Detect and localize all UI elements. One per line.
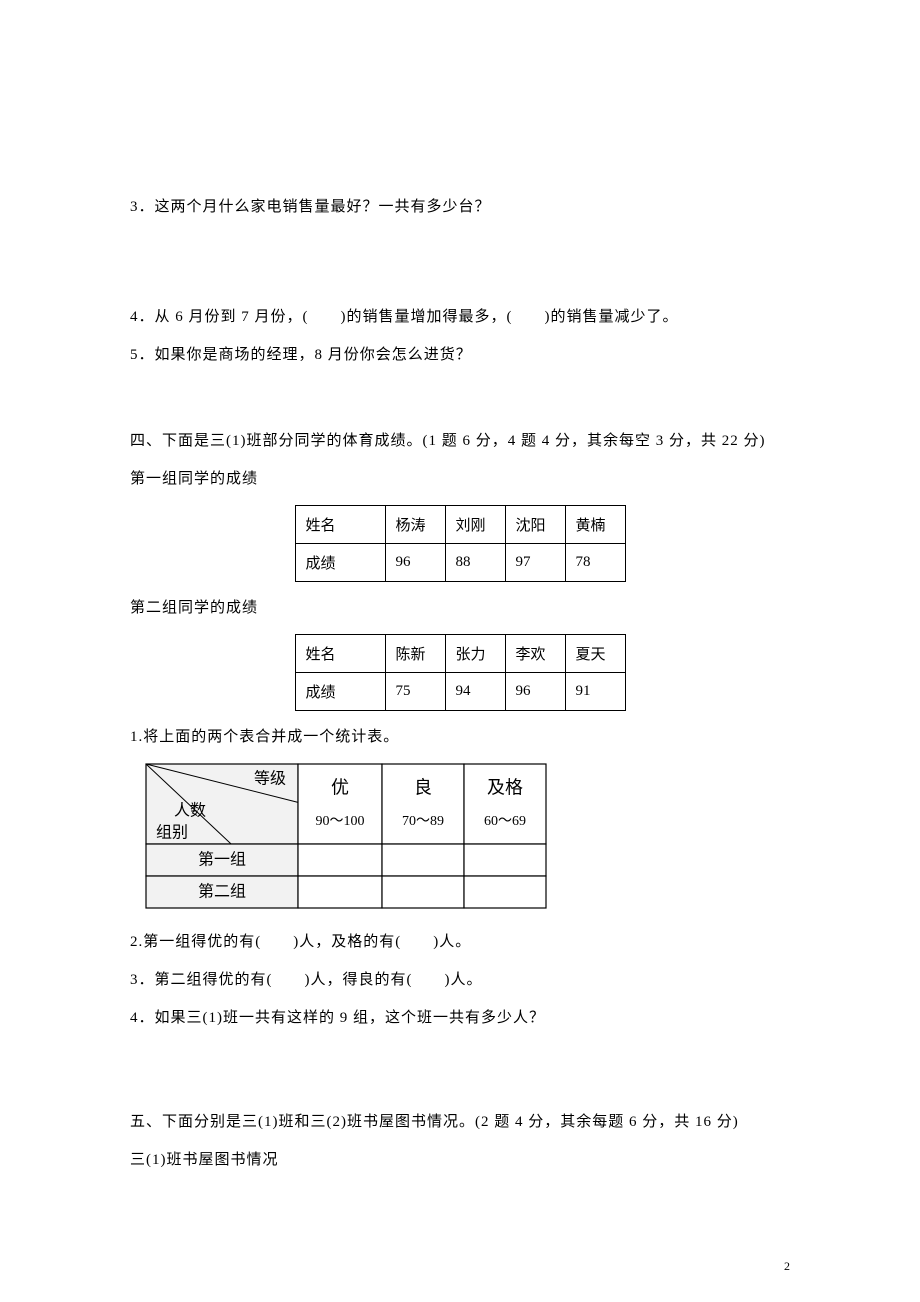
svg-text:及格: 及格 <box>487 778 523 798</box>
svg-text:第二组: 第二组 <box>198 883 246 901</box>
svg-text:60～69: 60～69 <box>484 814 526 829</box>
cell: 沈阳 <box>505 506 565 544</box>
svg-text:人数: 人数 <box>174 802 206 820</box>
cell: 陈新 <box>385 635 445 673</box>
table-row: 姓名 陈新 张力 李欢 夏天 <box>295 635 625 673</box>
cell: 91 <box>565 673 625 711</box>
cell: 97 <box>505 544 565 582</box>
cell: 96 <box>505 673 565 711</box>
page-number: 2 <box>784 1259 790 1274</box>
question-5: 5．如果你是商场的经理，8 月份你会怎么进货？ <box>130 343 790 367</box>
cell: 杨涛 <box>385 506 445 544</box>
cell: 夏天 <box>565 635 625 673</box>
cell-header: 姓名 <box>295 506 385 544</box>
table-group2: 姓名 陈新 张力 李欢 夏天 成绩 75 94 96 91 <box>130 634 790 711</box>
cell: 刘刚 <box>445 506 505 544</box>
table-row: 姓名 杨涛 刘刚 沈阳 黄楠 <box>295 506 625 544</box>
sub-question-2: 2.第一组得优的有( )人，及格的有( )人。 <box>130 930 790 954</box>
group1-label: 第一组同学的成绩 <box>130 467 790 491</box>
sub-question-1: 1.将上面的两个表合并成一个统计表。 <box>130 725 790 749</box>
cell: 李欢 <box>505 635 565 673</box>
cell: 94 <box>445 673 505 711</box>
question-4: 4．从 6 月份到 7 月份，( )的销售量增加得最多，( )的销售量减少了。 <box>130 305 790 329</box>
merged-table-svg: 等级人数组别 优 90～100 良 70～89 及格 60～69 第一组第二组 <box>145 763 547 909</box>
table-row: 成绩 75 94 96 91 <box>295 673 625 711</box>
svg-text:等级: 等级 <box>254 770 286 788</box>
cell: 96 <box>385 544 445 582</box>
section-5-sub: 三(1)班书屋图书情况 <box>130 1148 790 1172</box>
cell: 78 <box>565 544 625 582</box>
cell-header: 成绩 <box>295 673 385 711</box>
cell: 88 <box>445 544 505 582</box>
merged-table: 等级人数组别 优 90～100 良 70～89 及格 60～69 第一组第二组 <box>145 763 790 914</box>
svg-text:优: 优 <box>331 778 349 798</box>
cell: 黄楠 <box>565 506 625 544</box>
cell: 75 <box>385 673 445 711</box>
svg-text:第一组: 第一组 <box>198 851 246 869</box>
table-row: 成绩 96 88 97 78 <box>295 544 625 582</box>
sub-question-4: 4．如果三(1)班一共有这样的 9 组，这个班一共有多少人？ <box>130 1006 790 1030</box>
sub-question-3: 3．第二组得优的有( )人，得良的有( )人。 <box>130 968 790 992</box>
group2-label: 第二组同学的成绩 <box>130 596 790 620</box>
cell: 张力 <box>445 635 505 673</box>
cell-header: 姓名 <box>295 635 385 673</box>
table-group1: 姓名 杨涛 刘刚 沈阳 黄楠 成绩 96 88 97 78 <box>130 505 790 582</box>
cell-header: 成绩 <box>295 544 385 582</box>
section-5-title: 五、下面分别是三(1)班和三(2)班书屋图书情况。(2 题 4 分，其余每题 6… <box>130 1110 790 1134</box>
svg-text:70～89: 70～89 <box>402 814 444 829</box>
svg-text:良: 良 <box>414 778 432 798</box>
question-3: 3．这两个月什么家电销售量最好？一共有多少台？ <box>130 195 790 219</box>
section-4-title: 四、下面是三(1)班部分同学的体育成绩。(1 题 6 分，4 题 4 分，其余每… <box>130 429 790 453</box>
svg-text:组别: 组别 <box>156 824 188 842</box>
svg-text:90～100: 90～100 <box>316 814 365 829</box>
